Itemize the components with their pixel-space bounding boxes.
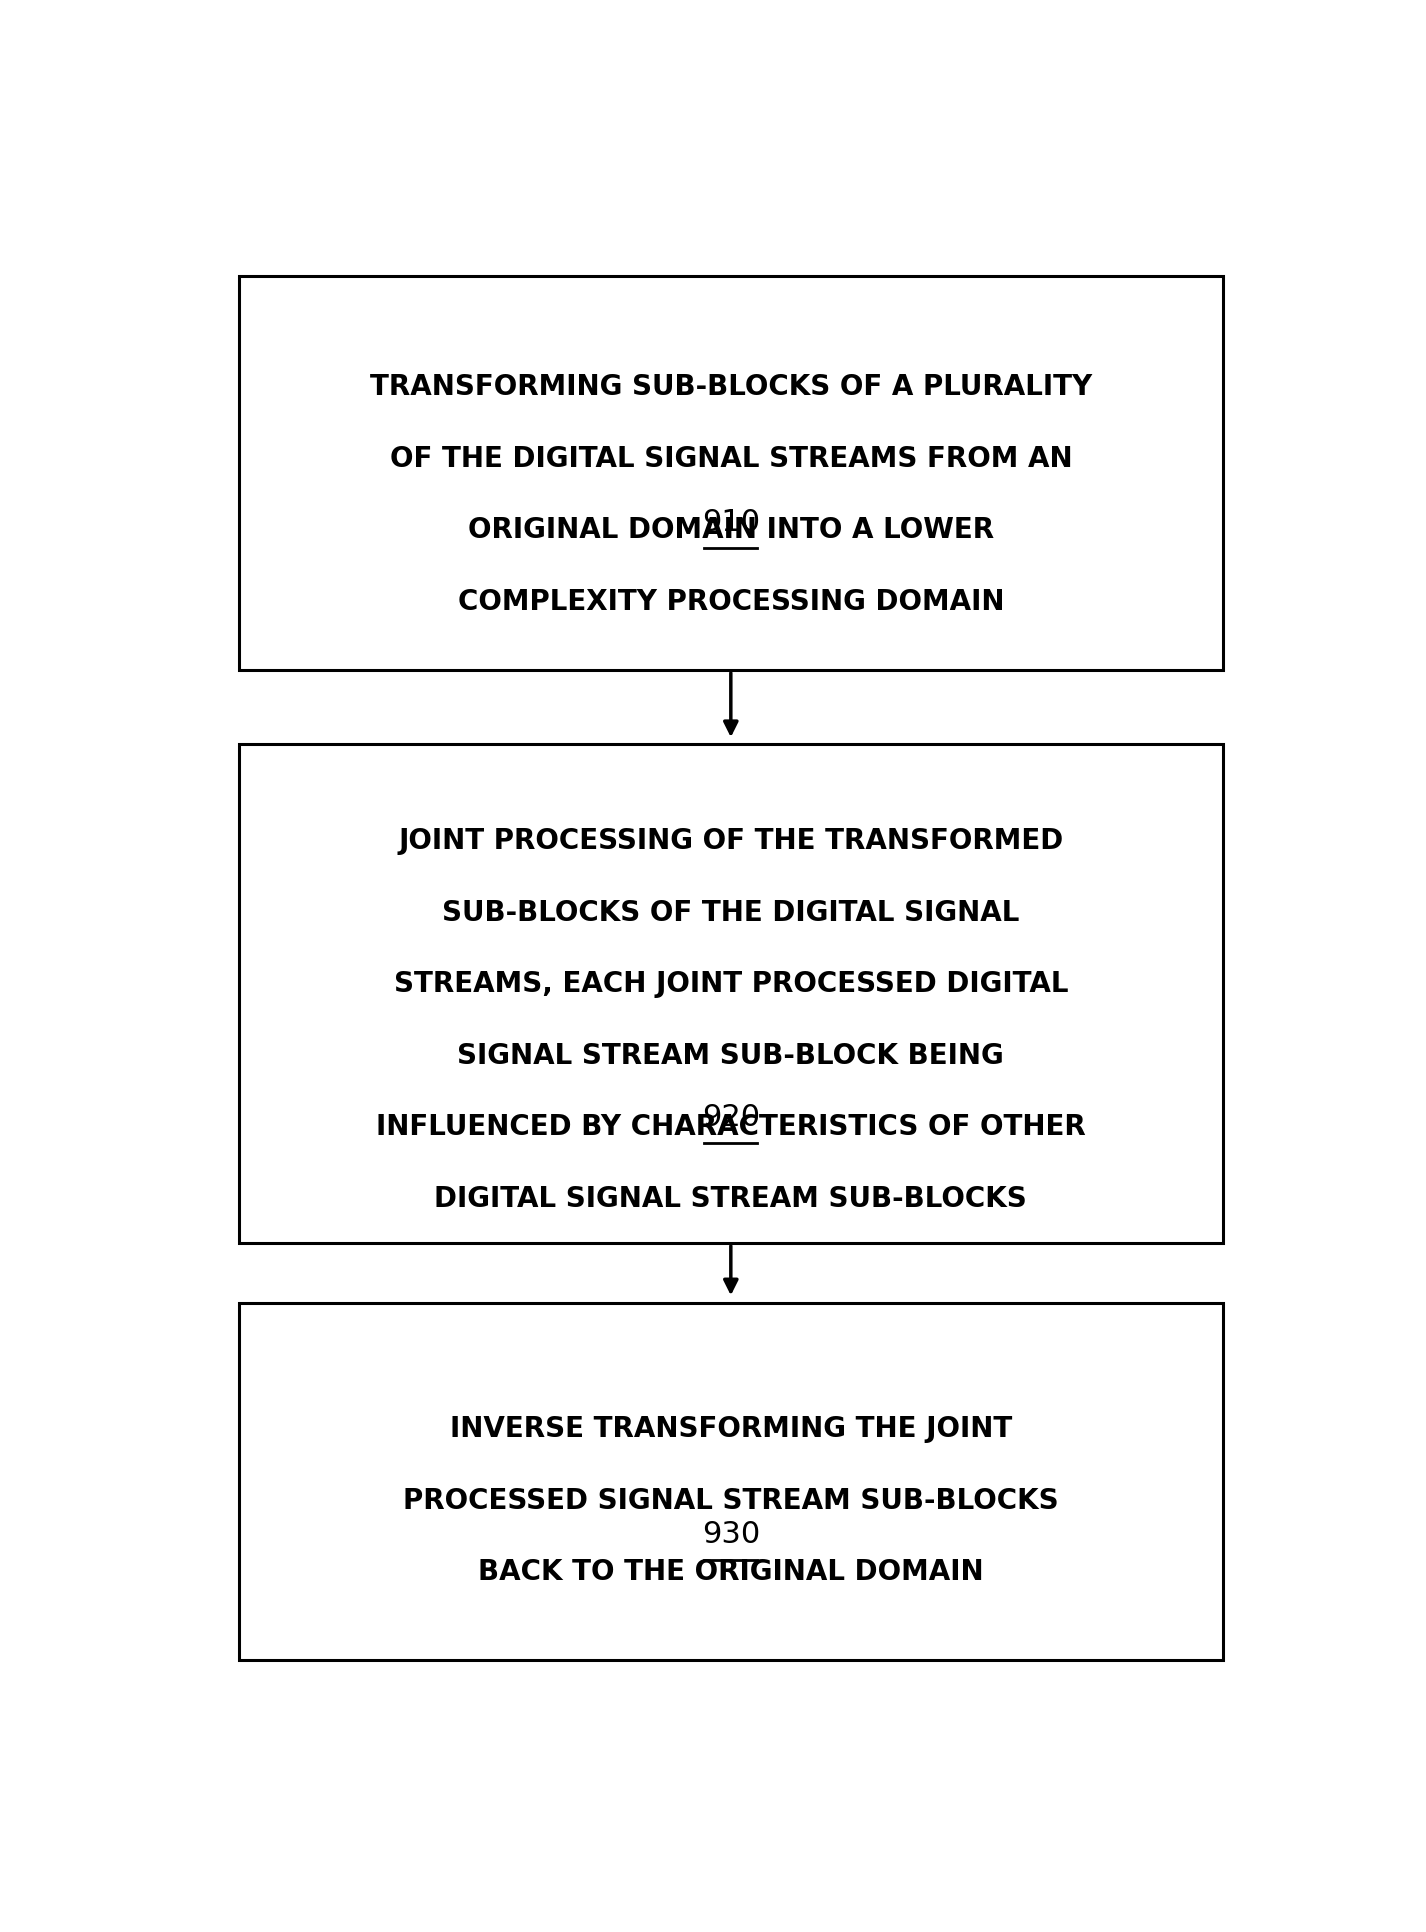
Text: 910: 910 bbox=[702, 508, 760, 537]
Bar bbox=[240, 276, 1222, 670]
Text: INFLUENCED BY CHARACTERISTICS OF OTHER: INFLUENCED BY CHARACTERISTICS OF OTHER bbox=[376, 1113, 1085, 1140]
Text: TRANSFORMING SUB-BLOCKS OF A PLURALITY: TRANSFORMING SUB-BLOCKS OF A PLURALITY bbox=[369, 373, 1092, 402]
Text: PROCESSED SIGNAL STREAM SUB-BLOCKS: PROCESSED SIGNAL STREAM SUB-BLOCKS bbox=[404, 1486, 1058, 1515]
Bar bbox=[240, 746, 1222, 1244]
Bar bbox=[240, 1302, 1222, 1660]
Text: BACK TO THE ORIGINAL DOMAIN: BACK TO THE ORIGINAL DOMAIN bbox=[478, 1557, 984, 1586]
Text: SUB-BLOCKS OF THE DIGITAL SIGNAL: SUB-BLOCKS OF THE DIGITAL SIGNAL bbox=[442, 898, 1020, 925]
Text: STREAMS, EACH JOINT PROCESSED DIGITAL: STREAMS, EACH JOINT PROCESSED DIGITAL bbox=[394, 970, 1068, 997]
Text: OF THE DIGITAL SIGNAL STREAMS FROM AN: OF THE DIGITAL SIGNAL STREAMS FROM AN bbox=[389, 444, 1072, 473]
Text: INVERSE TRANSFORMING THE JOINT: INVERSE TRANSFORMING THE JOINT bbox=[449, 1414, 1012, 1443]
Text: COMPLEXITY PROCESSING DOMAIN: COMPLEXITY PROCESSING DOMAIN bbox=[458, 587, 1004, 616]
Text: SIGNAL STREAM SUB-BLOCK BEING: SIGNAL STREAM SUB-BLOCK BEING bbox=[458, 1041, 1004, 1068]
Text: ORIGINAL DOMAIN INTO A LOWER: ORIGINAL DOMAIN INTO A LOWER bbox=[468, 516, 994, 545]
Text: 930: 930 bbox=[702, 1519, 760, 1548]
Text: 920: 920 bbox=[702, 1103, 760, 1132]
Text: DIGITAL SIGNAL STREAM SUB-BLOCKS: DIGITAL SIGNAL STREAM SUB-BLOCKS bbox=[435, 1184, 1027, 1211]
Text: JOINT PROCESSING OF THE TRANSFORMED: JOINT PROCESSING OF THE TRANSFORMED bbox=[398, 827, 1064, 854]
